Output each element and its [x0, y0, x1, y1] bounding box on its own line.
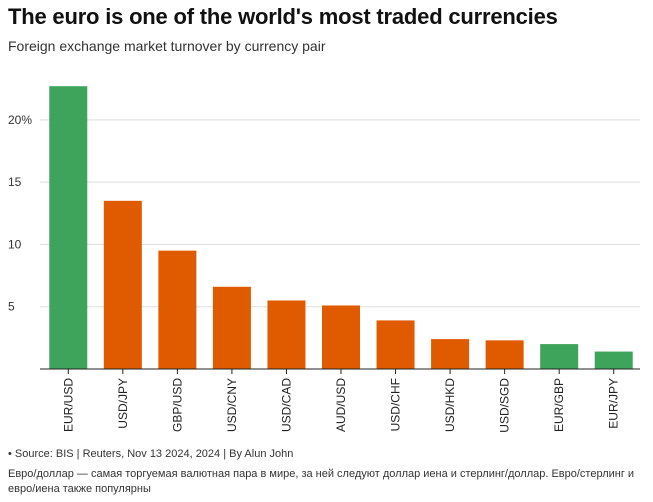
x-tick-label: AUD/USD: [334, 378, 348, 432]
bar: [594, 351, 633, 369]
y-tick-label: 20%: [8, 113, 32, 127]
bar: [49, 86, 88, 369]
y-tick-label: 15: [8, 175, 22, 189]
chart-caption: Евро/доллар — самая торгуемая валютная п…: [8, 468, 635, 495]
source-note: • Source: BIS | Reuters, Nov 13 2024, 20…: [8, 448, 294, 460]
x-tick-label: USD/HKD: [443, 378, 457, 432]
bar: [103, 200, 142, 369]
x-tick-label: USD/CHF: [389, 378, 403, 431]
x-tick-label: EUR/USD: [61, 378, 75, 432]
x-tick-label: USD/JPY: [116, 378, 130, 429]
bar: [158, 250, 197, 369]
bar: [485, 340, 524, 369]
chart-title: The euro is one of the world's most trad…: [8, 4, 558, 29]
bar: [376, 320, 415, 369]
bar: [540, 344, 579, 369]
x-tick-label: GBP/USD: [170, 378, 184, 432]
bar: [212, 286, 251, 369]
bar: [267, 300, 306, 369]
y-tick-label: 10: [8, 237, 22, 251]
x-tick-label: EUR/GBP: [552, 378, 566, 432]
y-tick-label: 5: [8, 300, 15, 314]
x-tick-label: USD/CNY: [225, 378, 239, 432]
bar-chart: 5 10 15 20% EUR/USD USD/JPY GBP/USD USD/CNY USD/…: [8, 86, 640, 433]
bar: [431, 339, 470, 369]
chart-subtitle: Foreign exchange market turnover by curr…: [8, 38, 326, 54]
bar: [322, 305, 360, 369]
x-tick-label: EUR/JPY: [607, 378, 621, 429]
x-tick-label: USD/CAD: [279, 378, 293, 432]
x-tick-label: USD/SGD: [498, 378, 512, 433]
